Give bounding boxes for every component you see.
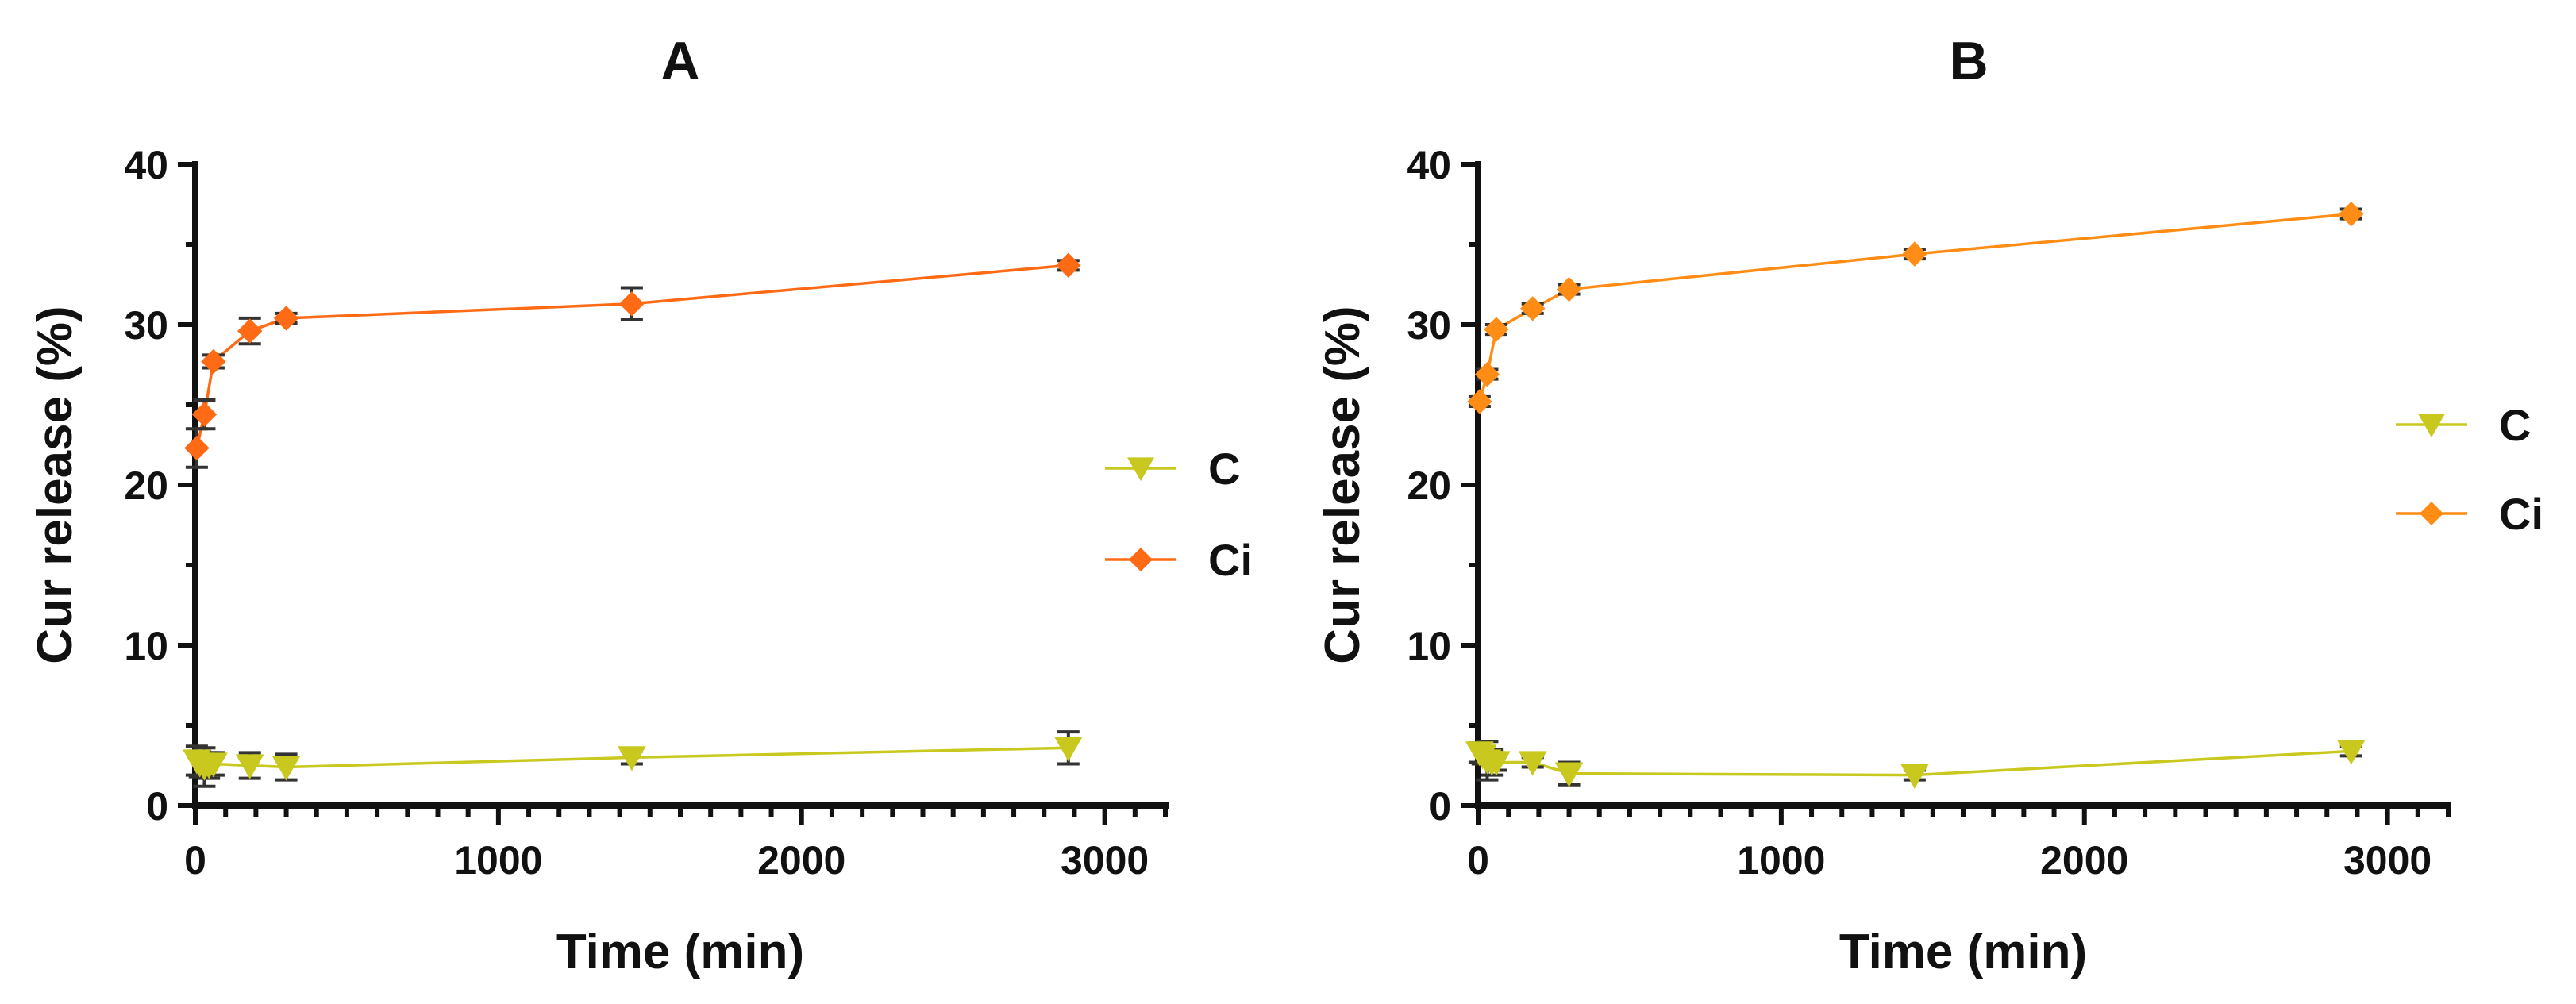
x-tick-label: 1000	[454, 838, 542, 883]
y-tick-label: 0	[146, 784, 168, 829]
legend-marker	[2420, 502, 2443, 525]
data-point-Ci	[237, 318, 263, 344]
data-point-C	[1900, 764, 1929, 789]
data-point-Ci	[1902, 241, 1927, 267]
x-tick-label: 3000	[1061, 838, 1149, 883]
x-axis-title: Time (min)	[1839, 925, 2087, 979]
legend-entry-C: C	[1105, 444, 1240, 494]
data-point-C	[1518, 751, 1547, 776]
y-tick-label: 30	[124, 303, 168, 348]
series-Ci	[1467, 201, 2364, 414]
data-point-Ci	[273, 306, 299, 331]
data-point-C	[199, 752, 228, 778]
data-point-Ci	[1556, 276, 1582, 302]
legend-marker	[2418, 414, 2445, 438]
data-point-Ci	[619, 291, 645, 317]
data-point-Ci	[201, 348, 226, 375]
y-tick-label: 30	[1407, 303, 1451, 348]
data-point-C	[2336, 740, 2366, 765]
data-point-C	[235, 754, 264, 779]
y-axis-title: Cur release (%)	[28, 306, 83, 664]
x-axis-title: Time (min)	[556, 925, 804, 979]
y-tick-label: 10	[1407, 624, 1451, 668]
data-point-C	[271, 756, 301, 781]
legend-label: C	[1208, 444, 1240, 494]
legend-label: Ci	[1208, 535, 1253, 585]
x-tick-label: 3000	[2343, 838, 2432, 883]
data-point-Ci	[2339, 201, 2364, 227]
x-tick-label: 2000	[2040, 838, 2128, 883]
data-point-Ci	[1467, 389, 1492, 414]
y-tick-label: 40	[124, 143, 168, 187]
data-point-C	[1554, 762, 1584, 787]
data-point-C	[1482, 751, 1511, 776]
series-Ci	[184, 252, 1081, 469]
data-point-Ci	[191, 402, 218, 427]
series-C	[1465, 740, 2366, 789]
data-point-Ci	[1484, 317, 1509, 342]
data-point-Ci	[184, 435, 210, 461]
data-point-Ci	[1520, 296, 1546, 321]
x-tick-label: 0	[184, 838, 206, 883]
y-tick-label: 20	[124, 464, 168, 508]
x-tick-label: 1000	[1737, 838, 1825, 883]
panel-title: B	[1949, 31, 1988, 91]
data-point-C	[1053, 737, 1083, 762]
y-tick-label: 0	[1429, 784, 1451, 829]
y-tick-label: 40	[1407, 143, 1451, 187]
x-tick-label: 0	[1467, 838, 1489, 883]
legend-entry-C: C	[2396, 400, 2531, 450]
legend-marker	[1127, 457, 1154, 482]
series-line-Ci	[1478, 212, 2351, 402]
legend-label: Ci	[2499, 489, 2543, 539]
y-tick-label: 10	[124, 624, 168, 668]
series-C	[183, 730, 1083, 788]
panel-A: A 0 10 20 30 40 0 1000 2000 3000 Time (min) Cur rel…	[28, 31, 1253, 979]
data-point-C	[618, 746, 646, 771]
panel-B: B 0 10 20 30 40 0 1000 2000 3000 Time (min) Cur rel…	[1315, 31, 2543, 979]
y-tick-label: 20	[1407, 464, 1451, 508]
legend-entry-Ci: Ci	[1105, 535, 1253, 585]
legend-marker	[1129, 548, 1153, 571]
x-tick-label: 2000	[757, 838, 845, 883]
legend-entry-Ci: Ci	[2396, 489, 2543, 539]
data-point-Ci	[1056, 252, 1081, 278]
panel-title: A	[660, 31, 699, 91]
y-axis-title: Cur release (%)	[1315, 306, 1370, 664]
data-point-Ci	[1474, 361, 1500, 387]
legend-label: C	[2499, 400, 2531, 450]
